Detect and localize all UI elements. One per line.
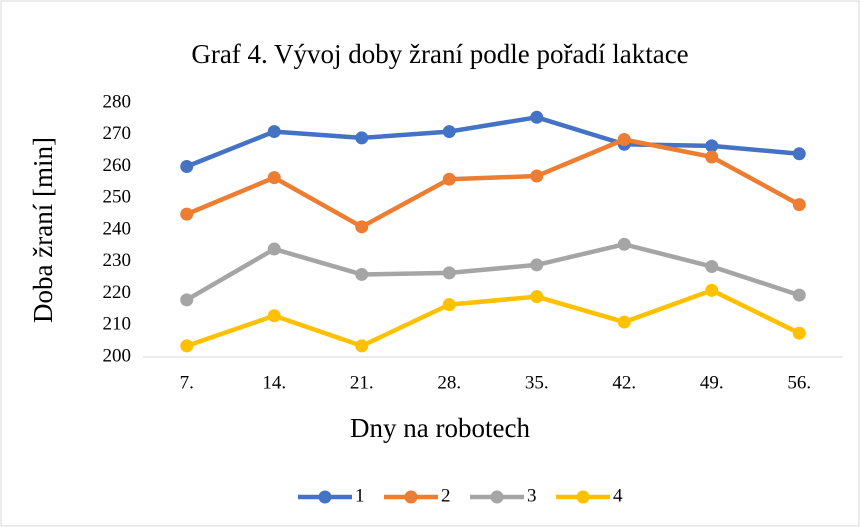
y-tick-label: 270	[103, 123, 132, 144]
data-point	[267, 125, 281, 139]
data-point	[705, 283, 719, 297]
data-point	[442, 125, 456, 139]
data-point	[530, 290, 544, 304]
legend-marker	[490, 490, 504, 504]
y-tick-label: 220	[103, 282, 132, 303]
data-point	[530, 258, 544, 272]
data-point	[617, 237, 631, 251]
y-tick-label: 210	[103, 314, 132, 335]
data-point	[267, 242, 281, 256]
chart-title: Graf 4. Vývoj doby žraní podle pořadí la…	[191, 39, 688, 69]
x-tick-label: 28.	[437, 372, 461, 393]
data-point	[442, 298, 456, 312]
x-tick-label: 42.	[612, 372, 636, 393]
data-point	[180, 339, 194, 353]
x-tick-label: 56.	[787, 372, 811, 393]
data-point	[180, 160, 194, 173]
legend-marker	[404, 490, 418, 504]
y-tick-label: 250	[103, 187, 132, 208]
data-point	[180, 207, 194, 221]
data-point	[705, 139, 719, 153]
data-point	[530, 169, 544, 183]
x-axis-label: Dny na robotech	[350, 413, 530, 443]
series-line	[185, 115, 800, 169]
y-tick-label: 260	[103, 155, 132, 176]
x-tick-label: 35.	[525, 372, 549, 393]
data-point	[267, 309, 281, 323]
data-point	[792, 288, 806, 302]
series-line	[185, 242, 800, 302]
y-tick-label: 240	[103, 218, 132, 239]
data-point	[180, 293, 194, 307]
legend-marker	[318, 490, 332, 504]
data-point	[355, 131, 369, 145]
data-point	[442, 266, 456, 280]
data-point	[267, 171, 281, 185]
data-point	[355, 267, 369, 281]
y-tick-label: 200	[103, 345, 132, 366]
data-point	[792, 198, 806, 212]
data-point	[705, 260, 719, 274]
data-point	[442, 172, 456, 186]
data-point	[355, 339, 369, 353]
x-tick-label: 7.	[180, 372, 194, 393]
data-point	[617, 133, 631, 147]
x-tick-label: 21.	[350, 372, 374, 393]
legend-label: 1	[355, 485, 365, 506]
x-tick-label: 49.	[700, 372, 724, 393]
legend-marker	[576, 490, 590, 504]
data-point	[617, 315, 631, 329]
data-point	[530, 110, 544, 124]
series-line	[186, 288, 801, 349]
y-tick-label: 280	[103, 91, 132, 112]
legend-label: 2	[441, 485, 451, 506]
data-point	[355, 220, 369, 234]
data-point	[705, 150, 719, 164]
data-point	[792, 326, 806, 340]
data-point	[792, 147, 806, 161]
y-axis-label: Doba žraní [min]	[28, 137, 58, 323]
y-tick-label: 230	[103, 250, 132, 271]
legend-label: 3	[527, 485, 537, 506]
series-line	[185, 137, 801, 230]
legend-label: 4	[613, 485, 623, 506]
x-tick-label: 14.	[262, 372, 286, 393]
